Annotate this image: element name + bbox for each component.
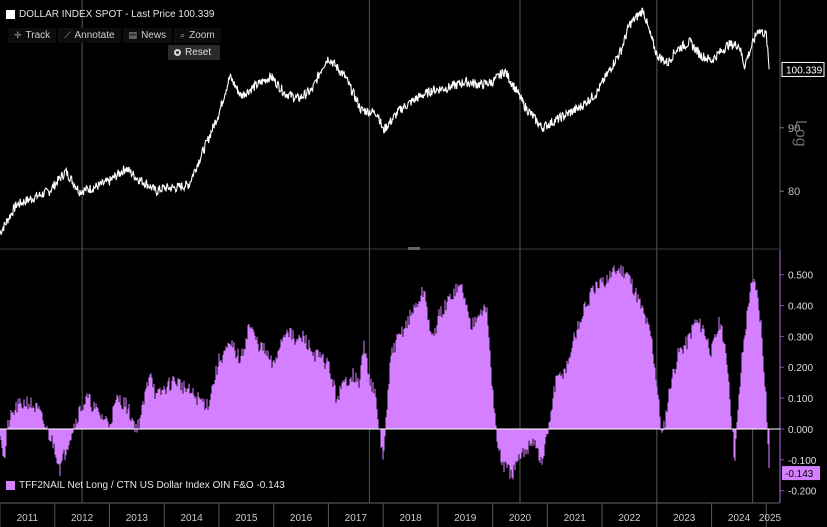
x-axis: 2011 2012 2013 2014 2015 2016 2017 2018 2019 2020…: [0, 502, 782, 527]
bottom-ytick-label-2: 0.000: [788, 425, 813, 436]
top-ytick-label-1: 90: [788, 123, 800, 135]
bottom-ytick-label-7: 0.500: [788, 271, 813, 282]
reset-button[interactable]: Reset: [168, 45, 221, 60]
top-ytick-label-0: 80: [788, 186, 800, 198]
legend-top: DOLLAR INDEX SPOT - Last Price 100.339: [6, 9, 214, 20]
x-tick-label-2: 2013: [126, 513, 149, 524]
x-tick-label-9: 2020: [509, 513, 532, 524]
panel-resize-handle: [408, 247, 420, 250]
news-label: News: [141, 30, 167, 41]
zoom-label: Zoom: [189, 30, 215, 41]
net-long-area: [0, 265, 770, 480]
bottom-ytick-label-6: 0.400: [788, 302, 813, 313]
x-tick-label-14: 2025: [759, 513, 782, 524]
annotate-button[interactable]: ⟋ Annotate: [58, 28, 121, 43]
x-tick-label-3: 2014: [180, 513, 203, 524]
bottom-ytick-label-1: -0.100: [788, 456, 817, 467]
crosshair-icon: ✛: [14, 30, 22, 40]
legend-bottom-text: TFF2NAIL Net Long / CTN US Dollar Index …: [19, 480, 285, 491]
zoom-button[interactable]: ⌕ Zoom: [174, 28, 221, 43]
x-tick-label-0: 2011: [17, 513, 39, 524]
bottom-ytick-label-4: 0.200: [788, 363, 813, 374]
dxy-line: [0, 7, 770, 235]
scale-label: Log: [792, 120, 809, 147]
chart-title: DOLLAR INDEX SPOT - Last Price 100.339: [19, 9, 215, 20]
track-label: Track: [25, 30, 51, 41]
x-tick-label-6: 2017: [345, 513, 368, 524]
magnifier-icon: ⌕: [180, 30, 186, 40]
annotate-label: Annotate: [74, 30, 115, 41]
bottom-ytick-label-5: 0.300: [788, 332, 813, 343]
x-tick-label-1: 2012: [71, 513, 94, 524]
x-tick-label-7: 2018: [399, 513, 422, 524]
track-button[interactable]: ✛ Track: [8, 28, 57, 43]
legend-swatch-top: [6, 10, 15, 19]
x-tick-label-11: 2022: [618, 513, 641, 524]
bottom-last-tag-box: [782, 466, 820, 481]
news-button[interactable]: ▤ News: [122, 28, 173, 43]
last-value-tags: 100.339 -0.143: [781, 61, 825, 481]
reset-icon: [174, 49, 181, 56]
x-tick-label-4: 2015: [235, 513, 258, 524]
bottom-ytick-label-3: 0.100: [788, 394, 813, 405]
net-long-panel: -0.200 -0.100 0.000 0.100 0.200 0.300 0.400 0.5…: [0, 250, 817, 503]
bottom-last-tag-label: -0.143: [785, 469, 814, 480]
pencil-icon: ⟋: [64, 30, 71, 40]
bottom-ytick-label-0: -0.200: [788, 487, 817, 498]
x-tick-label-10: 2021: [564, 513, 587, 524]
legend-bottom: TFF2NAIL Net Long / CTN US Dollar Index …: [6, 480, 285, 491]
news-icon: ▤: [128, 30, 138, 40]
x-tick-label-8: 2019: [454, 513, 477, 524]
legend-swatch-bottom: [6, 481, 15, 490]
top-last-tag-label: 100.339: [786, 65, 823, 76]
x-tick-label-13: 2024: [728, 513, 751, 524]
x-tick-label-12: 2023: [673, 513, 696, 524]
reset-label: Reset: [185, 47, 212, 58]
x-tick-label-5: 2016: [290, 513, 313, 524]
top-last-tag-box: [781, 61, 825, 77]
chart-toolbar: ✛ Track ⟋ Annotate ▤ News ⌕ Zoom: [8, 28, 221, 43]
